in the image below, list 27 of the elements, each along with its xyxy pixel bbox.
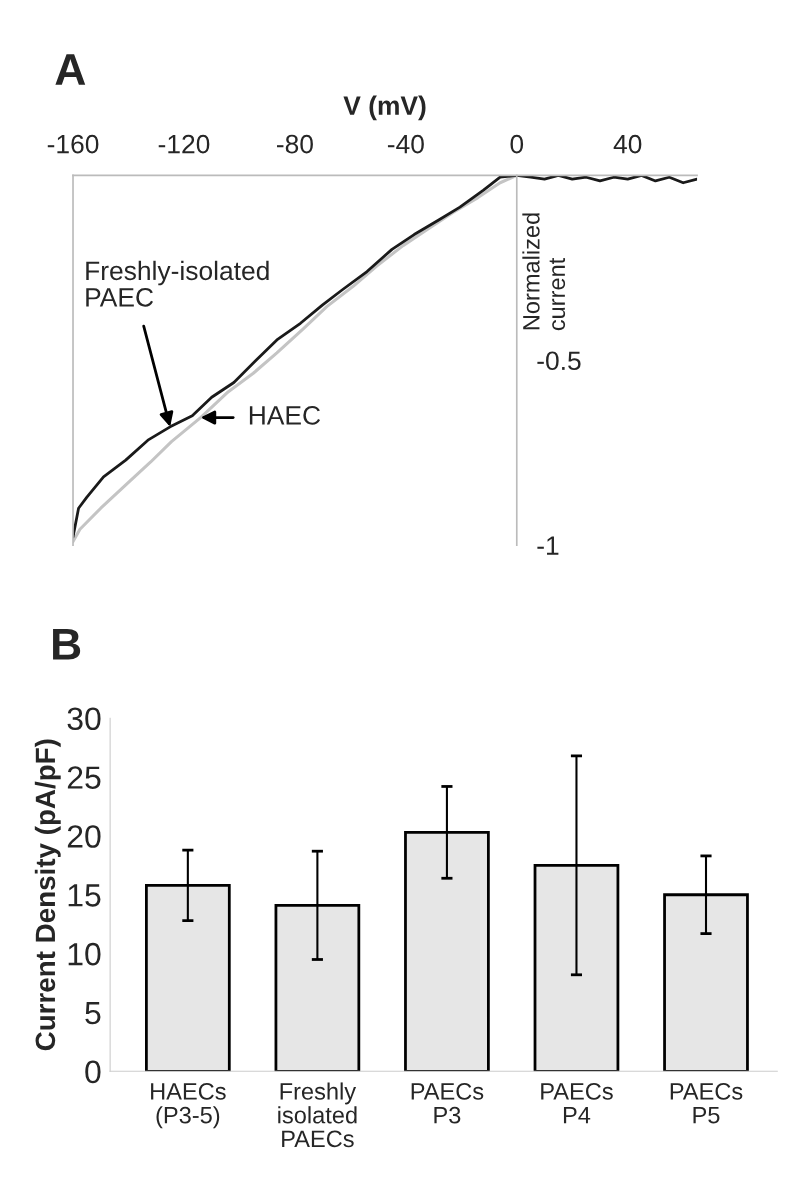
y-tick-label: 5: [85, 1002, 101, 1025]
y-axis-title: Normalized current: [522, 213, 566, 331]
y-axis-title: Current Density (pA/pF): [34, 739, 61, 1051]
x-tick-label: -120: [158, 134, 210, 154]
y-tick-label: 25: [67, 766, 101, 789]
x-tick-label: 0: [510, 134, 524, 154]
x-tick-label: PAECs P5: [670, 1083, 743, 1124]
x-tick-label: -160: [47, 134, 99, 154]
x-tick-label: 40: [613, 134, 642, 154]
y-tick-label: 30: [67, 707, 101, 731]
x-tick-label: -80: [277, 134, 313, 154]
annotation: HAEC: [249, 406, 321, 425]
x-tick-label: PAECs P3: [411, 1083, 484, 1124]
chart-title: A: [55, 54, 86, 85]
x-tick-label: HAECs (P3-5): [151, 1083, 226, 1129]
y-tick-label: 0: [85, 1060, 101, 1084]
y-tick-label: 10: [68, 942, 101, 966]
x-axis-title: V (mV): [343, 95, 426, 121]
annotation: Freshly-isolated PAEC: [86, 260, 269, 307]
y-tick-label: 20: [67, 825, 101, 848]
x-tick-label: -40: [387, 134, 424, 154]
x-tick-label: Freshly isolated PAECs: [278, 1082, 357, 1148]
y-tick-label: -0.5: [537, 351, 581, 371]
chart-title: B: [53, 628, 81, 660]
y-tick-label: 15: [68, 884, 101, 907]
y-tick-label: -1: [537, 536, 559, 555]
x-tick-label: PAECs P4: [541, 1083, 613, 1124]
